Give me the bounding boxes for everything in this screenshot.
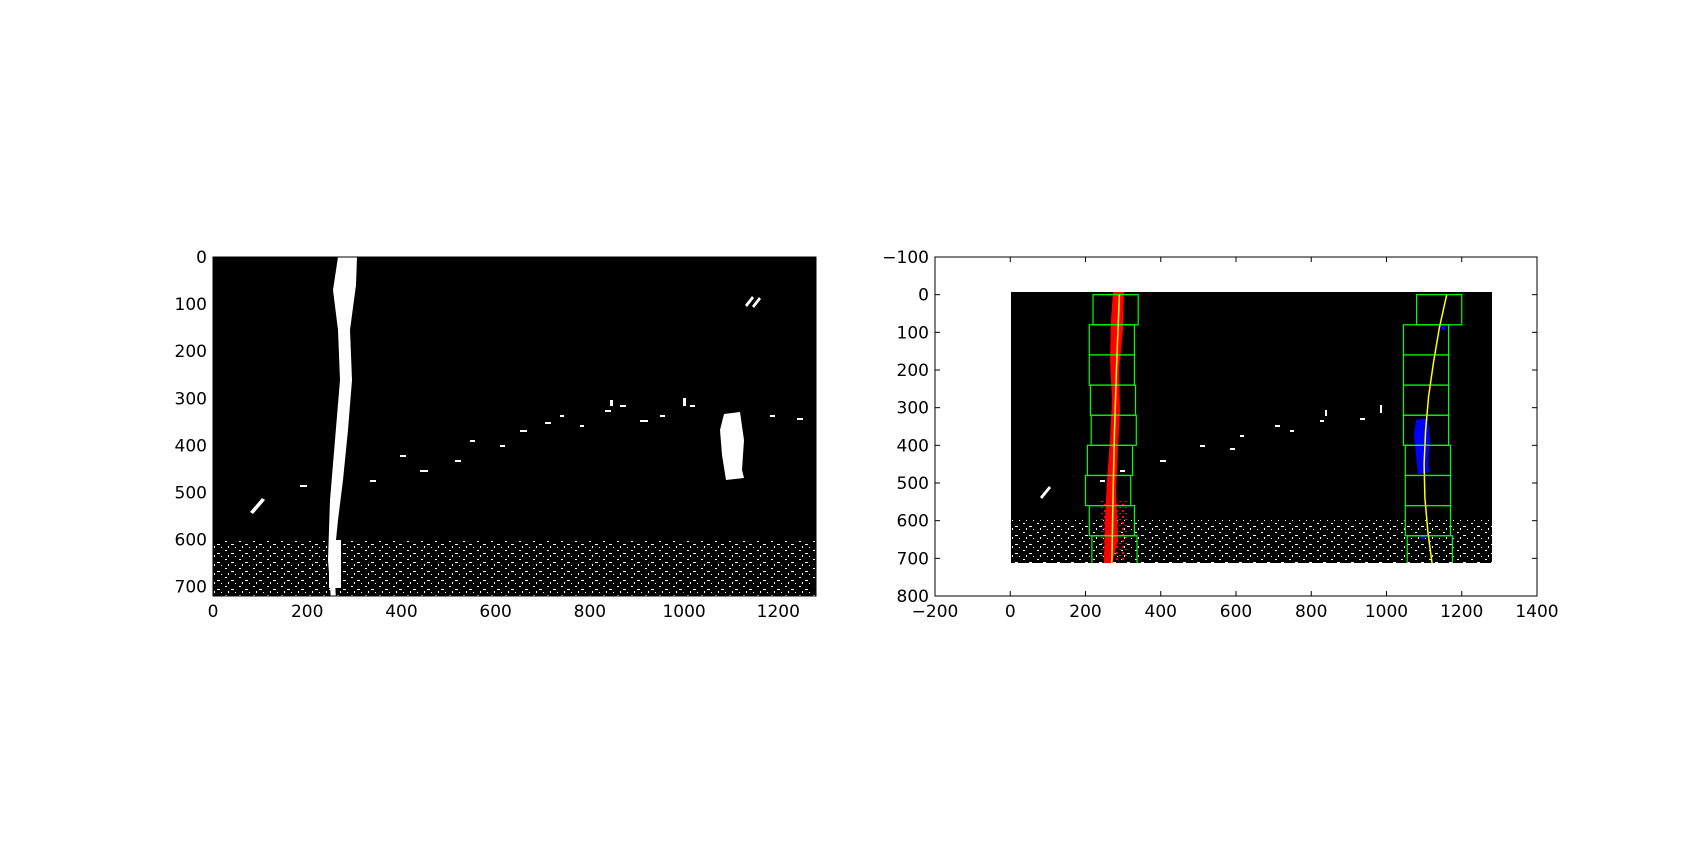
left-x-ticks: 0 200 400 600 800 1000 1200 xyxy=(208,257,800,622)
x-tick-label: 200 xyxy=(1069,602,1101,622)
y-tick-label: 500 xyxy=(897,474,929,494)
y-tick-label: 300 xyxy=(897,399,929,419)
right-lane-blue-dot-low xyxy=(1421,536,1425,539)
right-mid-streaks xyxy=(1100,405,1382,482)
y-tick-label: 300 xyxy=(175,389,207,409)
x-tick-label: 1200 xyxy=(757,602,800,622)
right-image-content xyxy=(1011,292,1492,563)
x-tick-label: 200 xyxy=(291,602,323,622)
x-tick-label: 600 xyxy=(1220,602,1252,622)
right-x-ticks: −200 0 200 400 600 800 1000 1200 1400 xyxy=(912,257,1559,622)
x-tick-label: 800 xyxy=(574,602,606,622)
right-lane-blob xyxy=(720,412,744,480)
right-search-window xyxy=(1415,294,1463,326)
upper-right-marks xyxy=(745,296,761,308)
y-tick-label: 800 xyxy=(897,587,929,607)
x-tick-label: 800 xyxy=(1295,602,1327,622)
x-tick-label: 1200 xyxy=(1440,602,1483,622)
left-lane-line xyxy=(328,257,357,596)
y-tick-label: 700 xyxy=(897,549,929,569)
y-tick-label: 200 xyxy=(897,361,929,381)
right-panel: −200 0 200 400 600 800 1000 1200 1400 −100 0 100 20… xyxy=(882,248,1558,622)
right-y-ticks: −100 0 100 200 300 400 500 600 700 800 xyxy=(882,248,1537,607)
right-left-diag-mark xyxy=(1040,486,1051,499)
y-tick-label: 400 xyxy=(175,436,207,456)
left-panel: 0 200 400 600 800 1000 1200 0 100 200 300 400 500 60… xyxy=(175,248,817,622)
y-tick-label: 600 xyxy=(175,531,207,551)
right-search-windows xyxy=(1402,294,1463,563)
x-tick-label: 400 xyxy=(1145,602,1177,622)
left-search-window xyxy=(1092,294,1139,326)
y-tick-label: −100 xyxy=(882,248,929,268)
right-lane-blue-dot xyxy=(1441,326,1445,330)
ground-noise-dense xyxy=(213,560,413,596)
x-tick-label: 400 xyxy=(385,602,417,622)
y-tick-label: 600 xyxy=(897,512,929,532)
y-tick-label: 100 xyxy=(897,323,929,343)
x-tick-label: 0 xyxy=(208,602,219,622)
x-tick-label: −200 xyxy=(912,602,959,622)
left-axes-frame xyxy=(212,256,817,597)
y-tick-label: 100 xyxy=(175,295,207,315)
x-tick-label: 600 xyxy=(479,602,511,622)
left-image-content xyxy=(213,257,816,596)
x-tick-label: 0 xyxy=(1005,602,1016,622)
left-fit-line xyxy=(1111,294,1121,563)
y-tick-label: 500 xyxy=(175,483,207,503)
left-search-windows xyxy=(1084,294,1139,563)
right-ground-noise-dense xyxy=(1011,530,1161,563)
left-y-ticks: 0 100 200 300 400 500 600 700 xyxy=(175,248,816,598)
x-tick-label: 1400 xyxy=(1515,602,1558,622)
left-image-background xyxy=(213,257,816,596)
y-tick-label: 0 xyxy=(918,286,929,306)
y-tick-label: 0 xyxy=(196,248,207,268)
left-diag-mark xyxy=(250,498,265,514)
mid-streaks xyxy=(300,398,803,487)
right-fit-line xyxy=(1423,294,1448,563)
left-lane-red-noise xyxy=(1100,500,1128,560)
y-tick-label: 400 xyxy=(897,436,929,456)
x-tick-label: 1000 xyxy=(662,602,705,622)
x-tick-label: 1000 xyxy=(1365,602,1408,622)
y-tick-label: 700 xyxy=(175,578,207,598)
y-tick-label: 200 xyxy=(175,342,207,362)
